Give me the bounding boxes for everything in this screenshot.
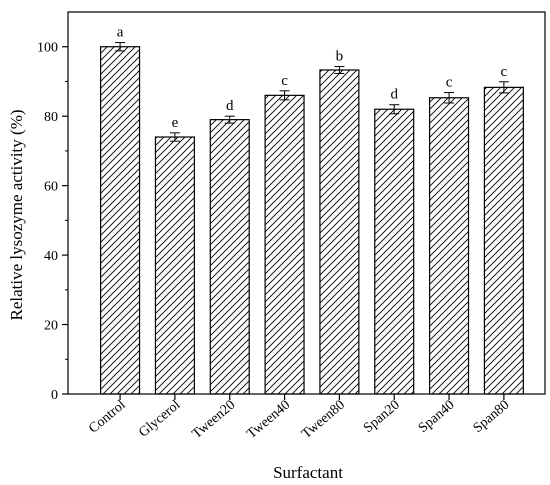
- x-tick-label: Span20: [361, 398, 403, 436]
- bar-span40: [428, 97, 470, 395]
- significance-label: d: [226, 98, 234, 114]
- bar-tween40: [264, 94, 305, 395]
- y-tick-label: 60: [44, 180, 58, 195]
- y-axis-ticks: 0 20 40 60 80 100: [37, 41, 68, 403]
- x-axis-ticks: Control Glycerol Tween20 Tween40 Tween80 Span…: [86, 394, 512, 442]
- x-tick-label: Tween80: [299, 398, 348, 442]
- significance-label: c: [281, 73, 288, 89]
- y-tick-label: 0: [51, 388, 58, 403]
- significance-label: c: [501, 64, 508, 80]
- x-tick-label: Control: [86, 398, 128, 437]
- plot-border: [67, 11, 546, 395]
- bar-tween20: [209, 119, 250, 395]
- y-tick-label: 40: [44, 249, 58, 264]
- bars-group: a e d c b d c c: [100, 25, 524, 395]
- x-tick-label: Span80: [471, 398, 513, 436]
- x-axis-label: Surfactant: [273, 463, 343, 482]
- x-tick-label: Tween40: [244, 398, 293, 442]
- bar-span80: [483, 86, 524, 395]
- significance-label: c: [446, 75, 453, 91]
- plot-frame: [67, 11, 546, 395]
- bar-span20: [374, 108, 415, 395]
- y-axis-label: Relative lysozyme activity (%): [7, 109, 26, 320]
- y-tick-label: 80: [44, 110, 58, 125]
- bar-tween80: [319, 69, 360, 395]
- y-tick-label: 20: [44, 319, 58, 334]
- y-tick-label: 100: [37, 41, 58, 56]
- significance-label: d: [390, 87, 398, 103]
- bar-control: [100, 46, 141, 395]
- x-tick-label: Span40: [416, 398, 458, 436]
- significance-label: e: [172, 115, 179, 131]
- significance-label: b: [336, 49, 344, 65]
- bar-glycerol: [154, 136, 195, 395]
- x-tick-label: Glycerol: [136, 398, 183, 441]
- x-tick-label: Tween20: [190, 398, 239, 442]
- significance-label: a: [117, 25, 124, 41]
